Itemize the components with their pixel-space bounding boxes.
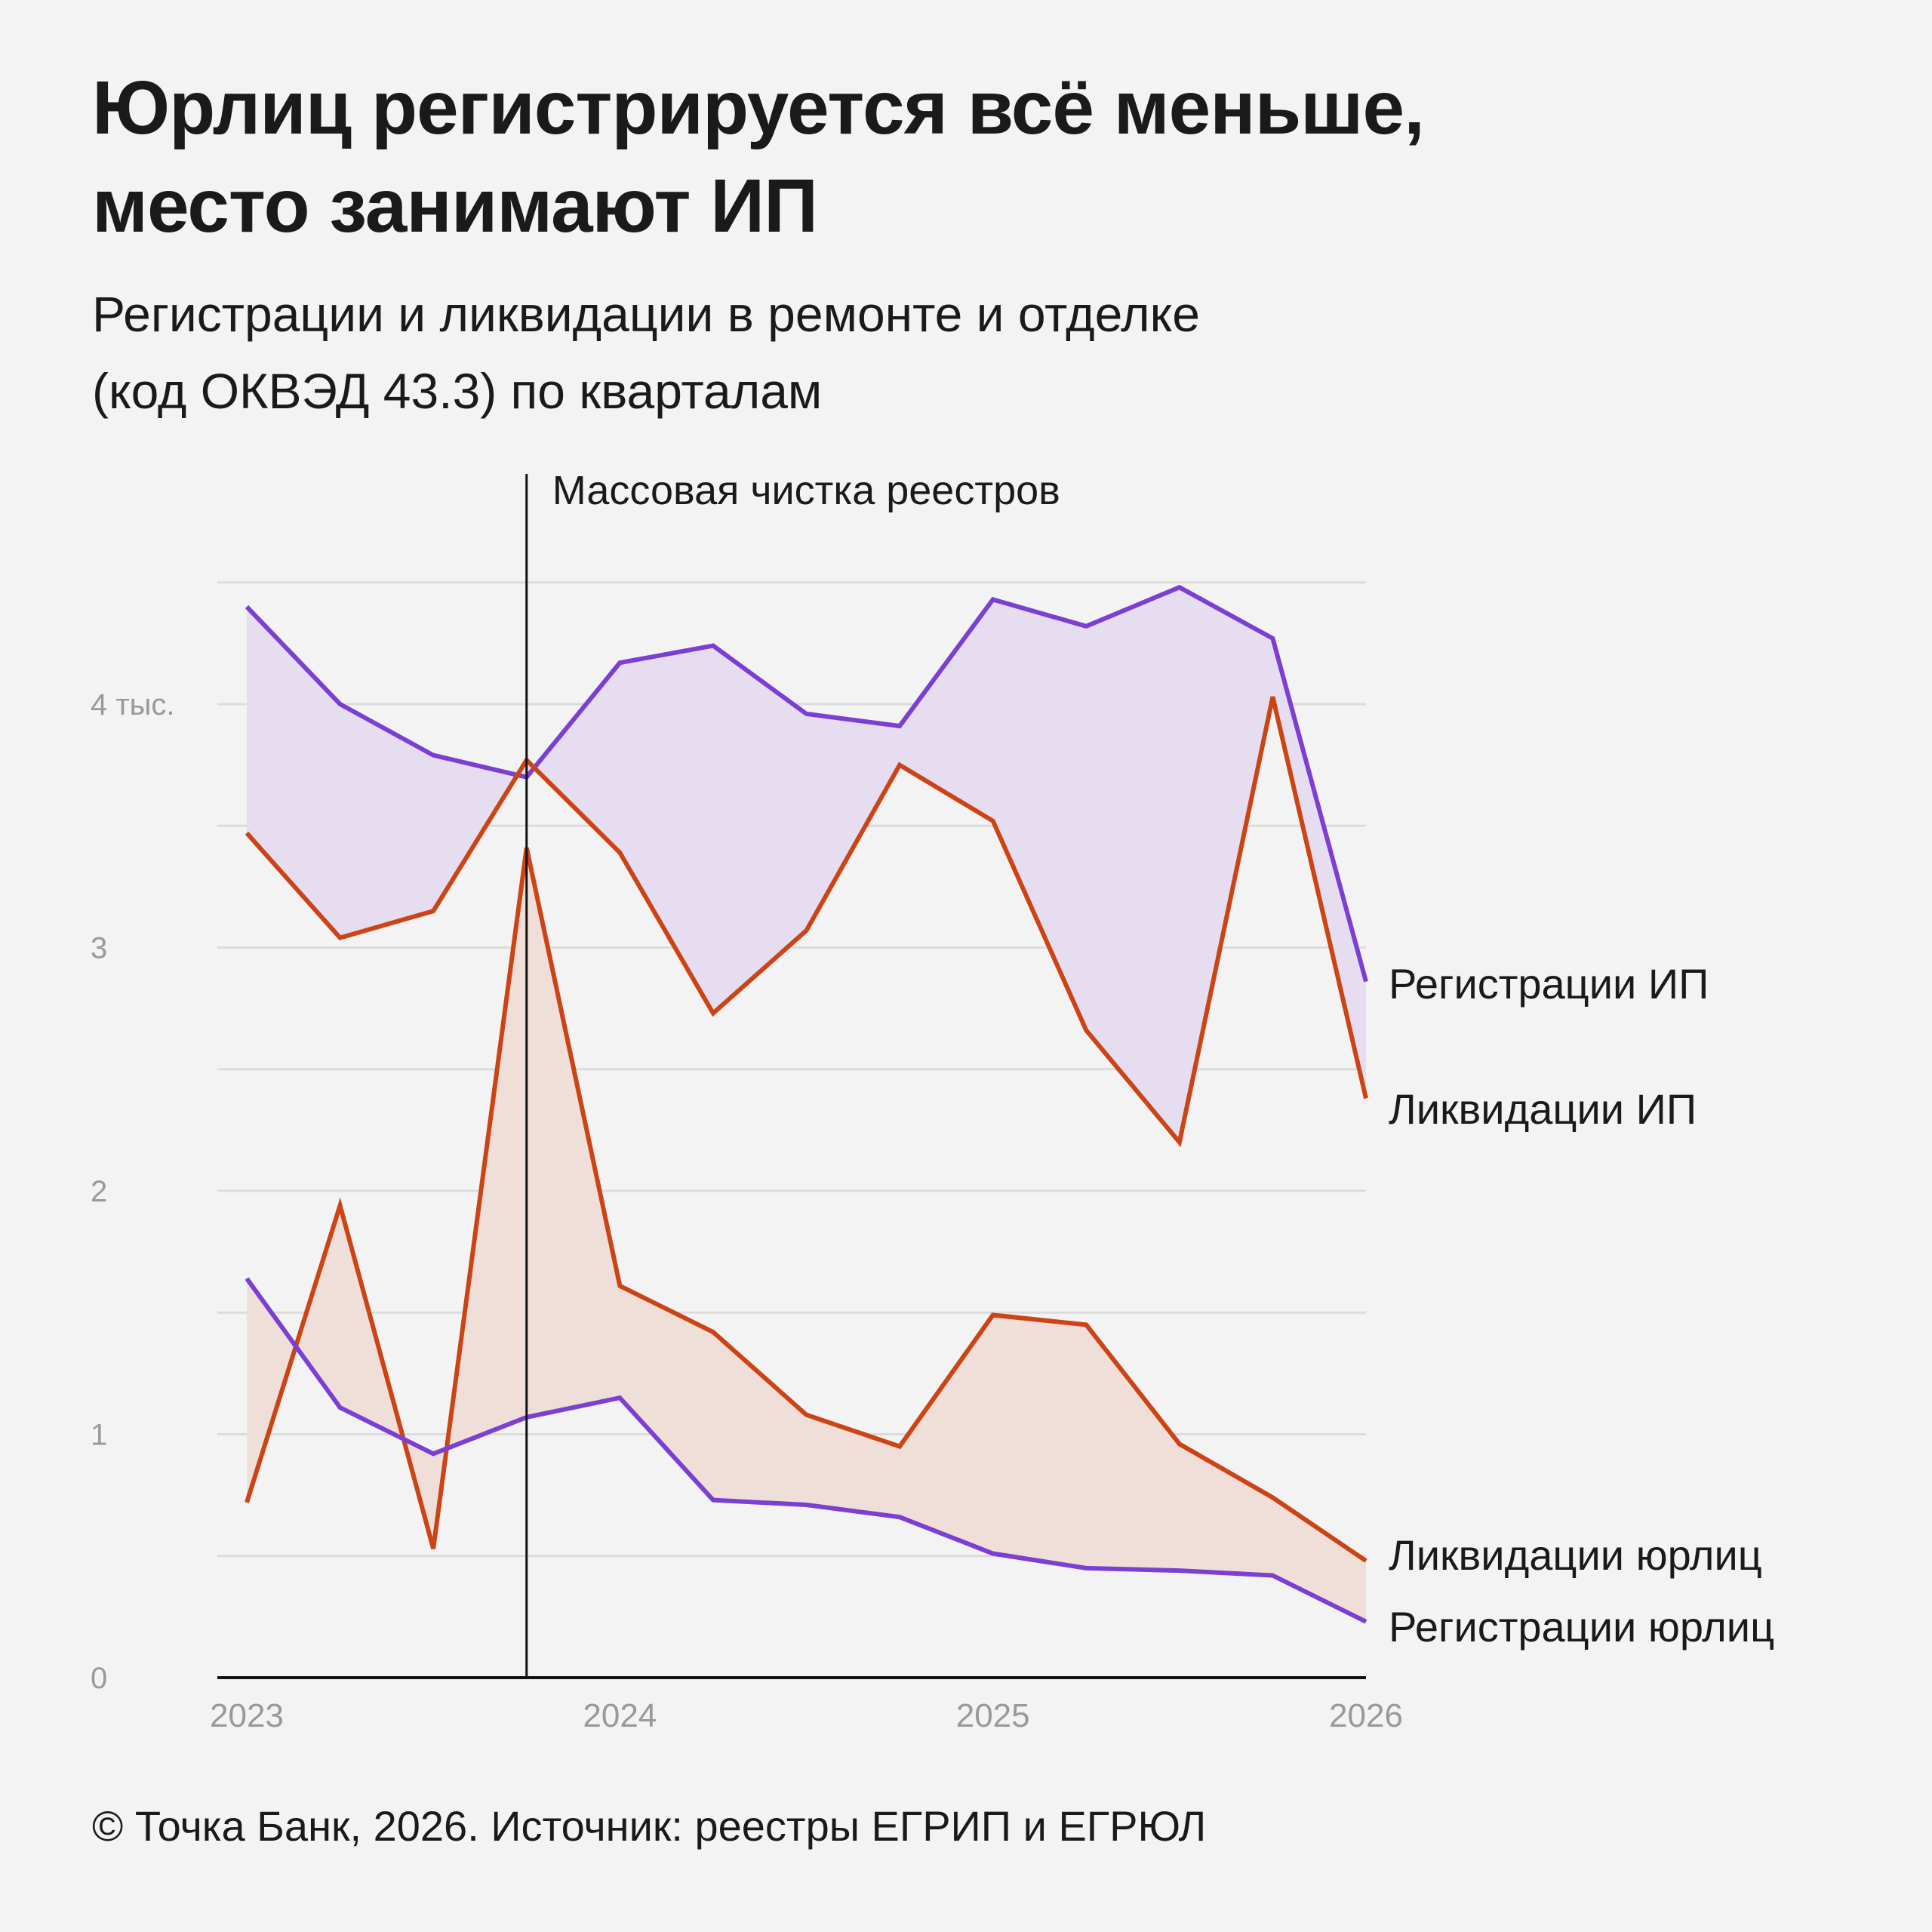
y-tick-label: 1	[91, 1419, 107, 1452]
ip-registrations-line	[245, 584, 1368, 983]
ip-registrations-label: Регистрации ИП	[1389, 960, 1709, 1008]
chart-subtitle: Регистрации и ликвидации в ремонте и отд…	[92, 275, 1828, 429]
axes: 0 1 2 3 4 тыс. 2023 2024 2025 2026 Массовая чистк…	[91, 468, 1403, 1734]
x-tick-label: 2024	[583, 1697, 657, 1734]
source-note: © Точка Банк, 2026. Источник: реестры ЕГ…	[92, 1802, 1207, 1850]
chart-title: Юрлиц регистрируется всё меньше, место з…	[92, 59, 1828, 255]
x-tick-label: 2025	[956, 1697, 1030, 1734]
y-tick-label: 4 тыс.	[91, 688, 175, 721]
subtitle-line-2: (код ОКВЭД 43.3) по кварталам	[92, 363, 823, 419]
title-line-1: Юрлиц регистрируется всё меньше,	[92, 66, 1425, 150]
legal-liquidations-label: Ликвидации юрлиц	[1389, 1531, 1762, 1579]
legal-liquidations-line	[245, 847, 1367, 1563]
x-tick-label: 2026	[1329, 1697, 1403, 1734]
subtitle-line-1: Регистрации и ликвидации в ремонте и отд…	[92, 286, 1200, 342]
ip-liquidations-label: Ликвидации ИП	[1389, 1085, 1697, 1133]
y-tick-label: 3	[91, 932, 107, 965]
series-lines	[245, 584, 1368, 1624]
series-labels: Регистрации ИП Ликвидации ИП Ликвидации юр…	[1389, 960, 1774, 1651]
title-line-2: место занимают ИП	[92, 164, 818, 248]
annotation-label: Массовая чистка реестров	[552, 468, 1060, 513]
y-tick-label: 2	[91, 1175, 107, 1208]
legal-registrations-label: Регистрации юрлиц	[1389, 1603, 1774, 1651]
legal-registrations-line	[245, 1277, 1367, 1624]
y-tick-label: 0	[91, 1662, 107, 1695]
ip-band-fill	[247, 587, 1366, 1143]
x-tick-label: 2023	[210, 1697, 284, 1734]
ip-liquidations-line	[245, 696, 1368, 1148]
